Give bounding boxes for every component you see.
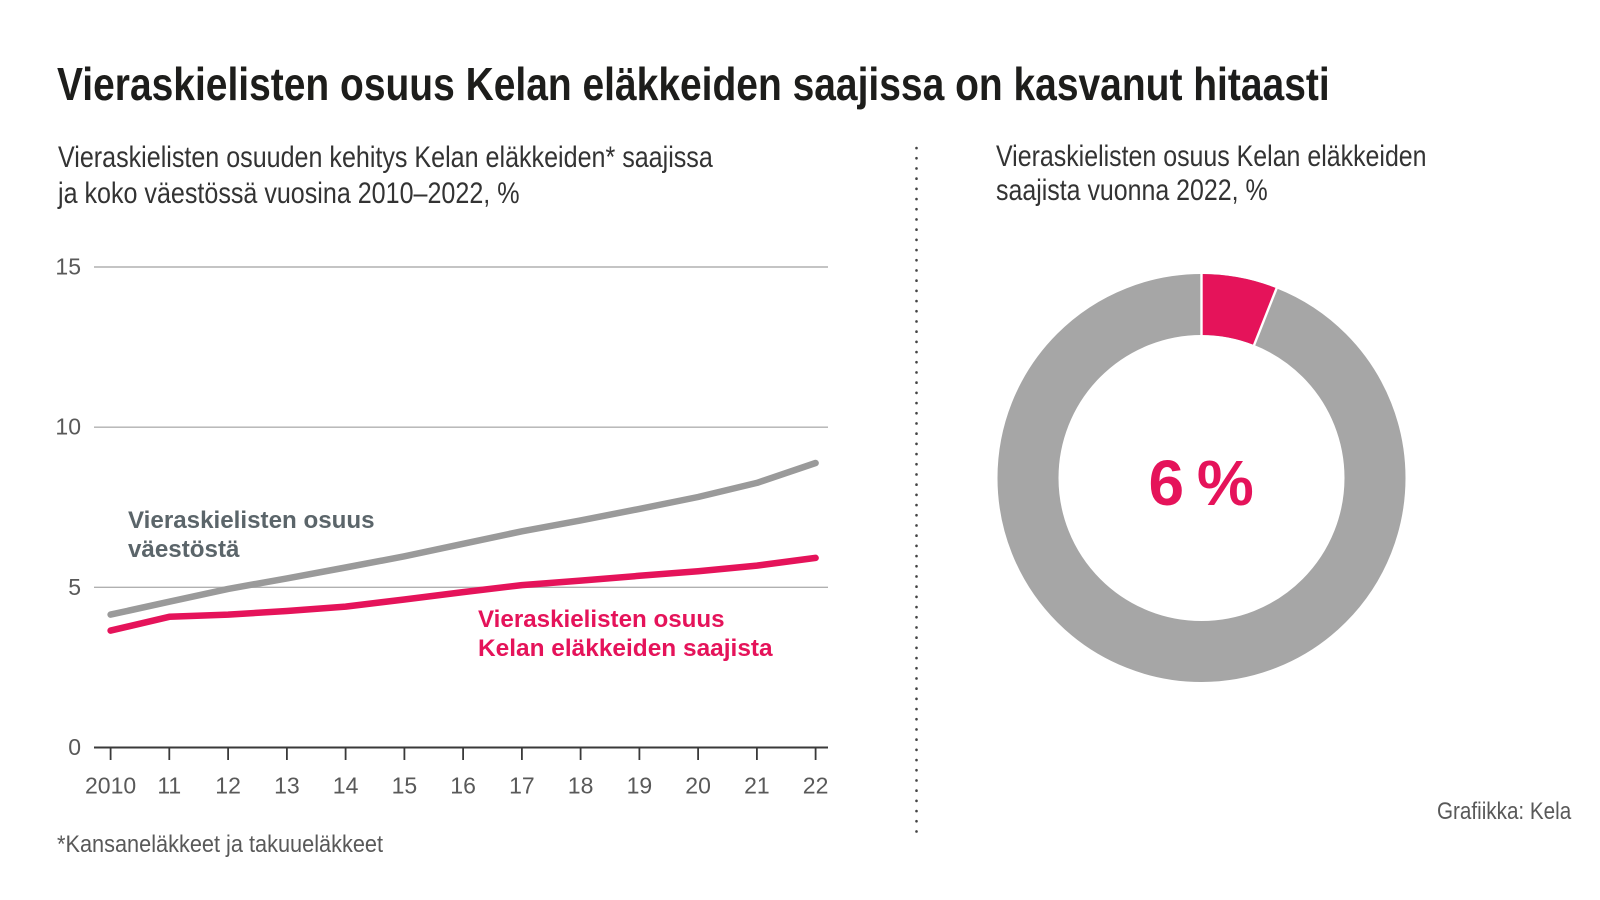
svg-text:10: 10 xyxy=(55,414,81,440)
svg-text:22: 22 xyxy=(803,773,829,799)
svg-text:18: 18 xyxy=(568,773,594,799)
svg-text:13: 13 xyxy=(274,773,300,799)
svg-text:15: 15 xyxy=(392,773,418,799)
svg-text:16: 16 xyxy=(450,773,476,799)
svg-text:11: 11 xyxy=(157,773,181,799)
svg-text:12: 12 xyxy=(215,773,241,799)
svg-text:0: 0 xyxy=(68,734,81,760)
svg-text:19: 19 xyxy=(627,773,653,799)
svg-text:20: 20 xyxy=(685,773,711,799)
svg-text:14: 14 xyxy=(333,773,359,799)
svg-text:5: 5 xyxy=(68,574,81,600)
svg-text:21: 21 xyxy=(744,773,770,799)
svg-text:2010: 2010 xyxy=(85,773,136,799)
svg-text:15: 15 xyxy=(55,254,81,280)
svg-text:17: 17 xyxy=(509,773,535,799)
